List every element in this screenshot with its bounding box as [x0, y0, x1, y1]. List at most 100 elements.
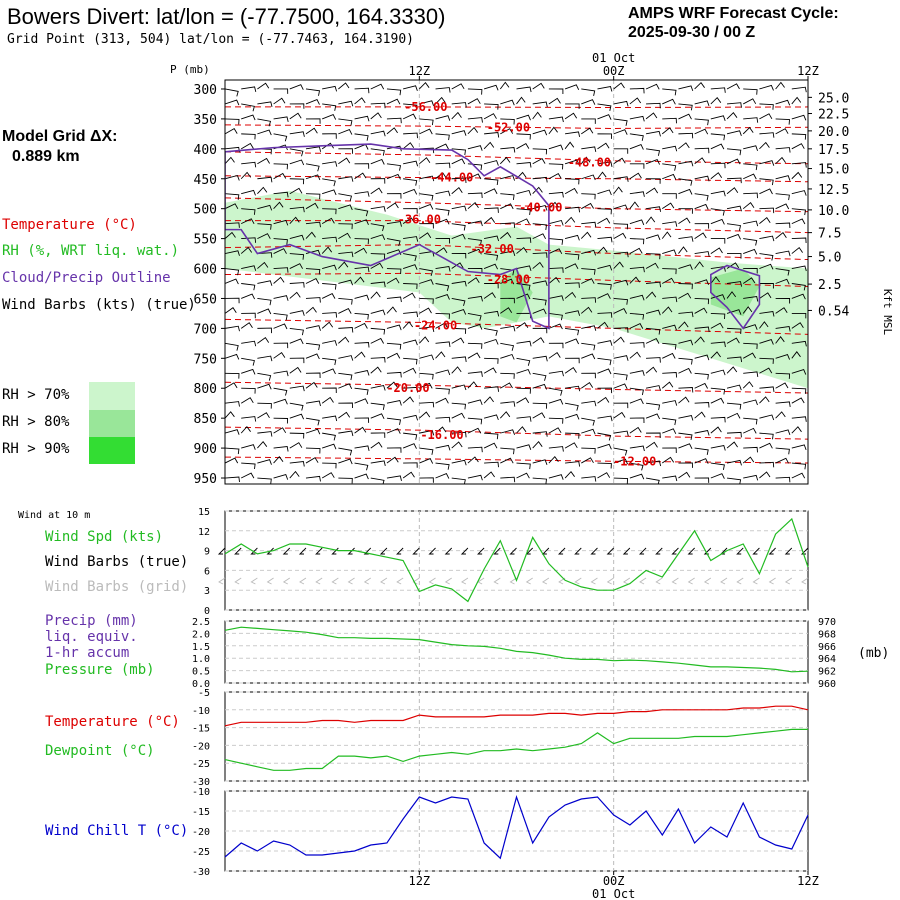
wind-barb [564, 366, 577, 374]
pressure-tick-label: 400 [194, 143, 217, 158]
wind-barb [499, 81, 510, 90]
wind-barb [467, 312, 482, 321]
wind-barb [726, 233, 742, 240]
wind-barb [645, 159, 661, 165]
wind-barb [402, 367, 417, 374]
wind-barb [354, 351, 366, 359]
wind-barb [273, 88, 289, 94]
wind-barb [289, 253, 305, 260]
legend-rh90: RH > 90% [2, 441, 70, 457]
wind-barb [257, 402, 272, 409]
wind-barb [516, 133, 531, 140]
wind-barb [354, 97, 366, 105]
wind-barb [435, 312, 450, 319]
wind-barb [807, 447, 808, 449]
wind-barb [581, 400, 597, 407]
wind-barb [257, 186, 268, 195]
wind-barb [403, 208, 418, 214]
wind-barb [629, 370, 645, 376]
cloud-outline [710, 264, 761, 330]
surface-wind-barb [687, 547, 695, 555]
wind-barb [646, 253, 661, 260]
model-grid-label: Model Grid ΔX: [2, 128, 118, 145]
wind-barb [743, 173, 757, 180]
wind-barb [419, 298, 434, 304]
wind-barb [305, 381, 318, 389]
wind-barb [710, 426, 722, 434]
wind-barb [354, 172, 367, 180]
wind-barb [338, 204, 353, 211]
wind-barb [775, 118, 790, 125]
wind-barb [273, 133, 288, 142]
wind-barb [273, 417, 289, 424]
wind-barb [322, 432, 336, 441]
wind-barb [548, 201, 559, 209]
wind-barb [500, 147, 516, 153]
wind-barb [597, 387, 613, 394]
pressure-tick-label: 950 [194, 472, 217, 487]
pressure-tick-label: 600 [194, 263, 217, 278]
height-tick-label: 22.5 [818, 108, 849, 123]
wind-barb [451, 309, 467, 315]
wind-barb [532, 383, 548, 390]
grid-point-subtitle: Grid Point (313, 504) lat/lon = (-77.746… [7, 32, 414, 47]
wind-barb [240, 218, 255, 225]
wind-barb [710, 397, 725, 404]
height-tick-label: 7.5 [818, 227, 841, 242]
wind-barb [322, 114, 337, 120]
wind-barb [710, 312, 726, 320]
wind-barb [516, 96, 526, 105]
wind-barb [743, 88, 758, 95]
wind-barb [451, 83, 465, 90]
wind-barb [467, 446, 483, 453]
wind-barb [726, 477, 742, 484]
wind-barb [629, 172, 642, 180]
pressure-line [224, 626, 809, 673]
wind-barb [775, 336, 785, 344]
wind-barb [354, 294, 370, 301]
wind-barb [273, 398, 288, 405]
temperature-contour [225, 318, 808, 335]
wind-barb [305, 99, 320, 105]
wind-barb [451, 459, 467, 466]
wind-barb [581, 249, 597, 256]
wind-barb [613, 82, 625, 90]
wind-barb [484, 207, 499, 213]
wind-barb [386, 306, 397, 314]
surface-wind-barb [298, 547, 307, 555]
wind-barb [694, 175, 710, 182]
wind-barb [500, 457, 514, 464]
wind-barb [694, 326, 710, 333]
wind-barb [289, 112, 302, 120]
wind-barb [435, 162, 451, 169]
wind-barb [516, 86, 532, 93]
wind-barb [403, 386, 418, 393]
wind-barb [225, 231, 236, 239]
wind-barb [710, 238, 726, 244]
wind-barb [532, 355, 548, 362]
wind-barb [516, 265, 532, 272]
wind-barb [597, 246, 608, 254]
wind-barb [484, 432, 499, 440]
wind-barb [678, 246, 688, 254]
wind-barb [321, 217, 335, 225]
wind-barb [678, 236, 694, 242]
wind-barb [759, 321, 769, 329]
wind-barb [322, 178, 336, 187]
wind-barb [775, 447, 790, 455]
wind-barb [451, 402, 467, 410]
wind-barb [500, 128, 514, 135]
wind-barb [370, 281, 386, 288]
wind-barb [678, 414, 694, 421]
wind-barb [532, 477, 548, 484]
wind-barb [532, 402, 548, 409]
wind-barb [807, 478, 808, 479]
wind-barb [597, 114, 612, 120]
wind-barb [532, 129, 548, 136]
wind-barb [354, 369, 370, 376]
wind-barb [581, 88, 596, 96]
wind-barb [726, 158, 741, 165]
wind-barb [435, 397, 449, 404]
wind-barb [402, 264, 418, 270]
wind-barb [629, 462, 644, 471]
